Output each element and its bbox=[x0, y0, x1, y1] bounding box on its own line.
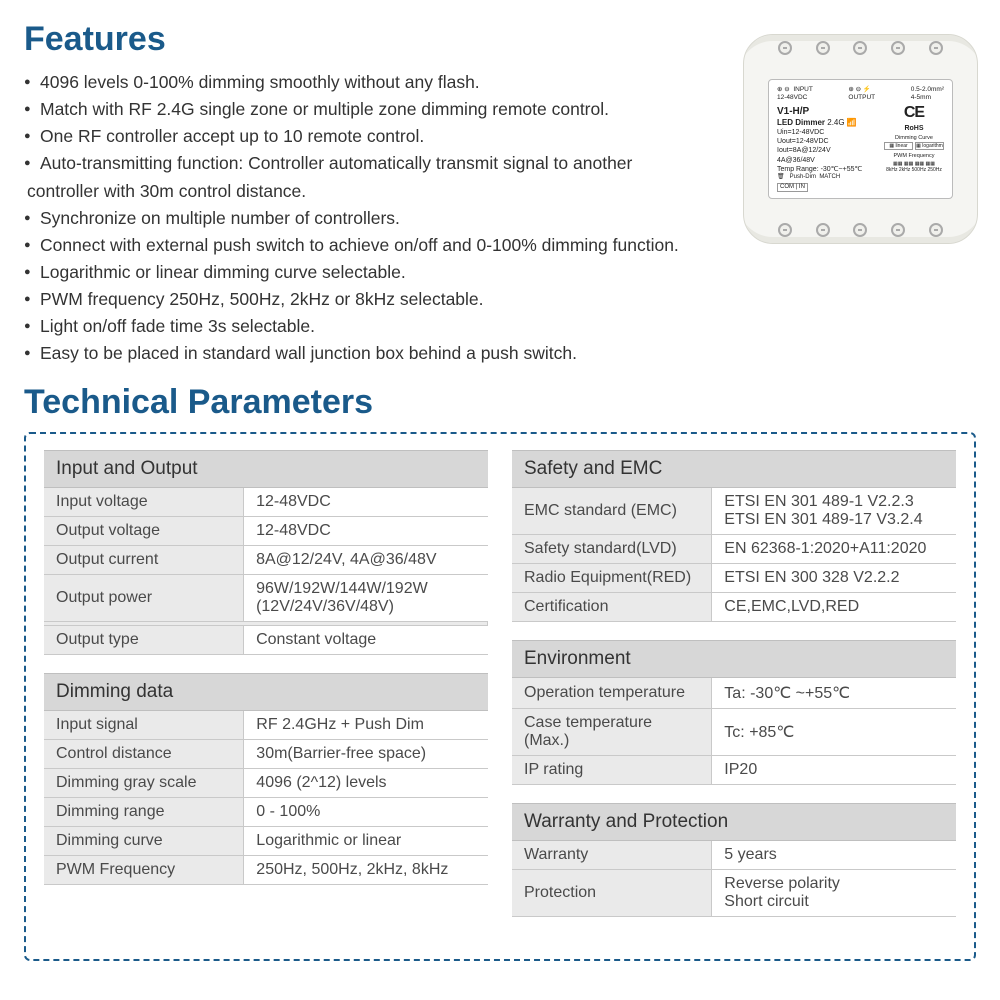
param-name: Input signal bbox=[44, 711, 244, 740]
param-name: IP rating bbox=[512, 756, 712, 785]
table-row: Input voltage12-48VDC bbox=[44, 488, 488, 517]
table-row: Dimming range0 - 100% bbox=[44, 798, 488, 827]
features-list: 4096 levels 0-100% dimming smoothly with… bbox=[24, 69, 784, 367]
table-row: Output voltage12-48VDC bbox=[44, 517, 488, 546]
param-value: IP20 bbox=[712, 756, 956, 785]
param-value: 4096 (2^12) levels bbox=[244, 769, 488, 798]
table-row: IP ratingIP20 bbox=[512, 756, 956, 785]
table-row: Output current8A@12/24V, 4A@36/48V bbox=[44, 546, 488, 575]
feature-item: Logarithmic or linear dimming curve sele… bbox=[24, 259, 784, 286]
feature-item: 4096 levels 0-100% dimming smoothly with… bbox=[24, 69, 784, 96]
param-name: Dimming range bbox=[44, 798, 244, 827]
param-name: Warranty bbox=[512, 841, 712, 870]
param-value: 12-48VDC bbox=[244, 488, 488, 517]
feature-item: controller with 30m control distance. bbox=[24, 178, 784, 205]
param-name: Case temperature (Max.) bbox=[512, 709, 712, 756]
table-row: Control distance30m(Barrier-free space) bbox=[44, 740, 488, 769]
technical-heading: Technical Parameters bbox=[24, 383, 976, 422]
param-value: Ta: -30℃ ~+55℃ bbox=[712, 678, 956, 709]
param-name: Input voltage bbox=[44, 488, 244, 517]
section-title: Dimming data bbox=[44, 674, 488, 711]
feature-item: Light on/off fade time 3s selectable. bbox=[24, 313, 784, 340]
param-value: RF 2.4GHz + Push Dim bbox=[244, 711, 488, 740]
param-value: Reverse polarityShort circuit bbox=[712, 870, 956, 917]
param-value: Logarithmic or linear bbox=[244, 827, 488, 856]
param-name: Dimming gray scale bbox=[44, 769, 244, 798]
table-row: Case temperature (Max.)Tc: +85℃ bbox=[512, 709, 956, 756]
param-name: Radio Equipment(RED) bbox=[512, 564, 712, 593]
section-title: Environment bbox=[512, 641, 956, 678]
io-table: Input and OutputInput voltage12-48VDCOut… bbox=[44, 450, 488, 655]
right-column: Safety and EMCEMC standard (EMC)ETSI EN … bbox=[512, 450, 956, 935]
table-row: Input signalRF 2.4GHz + Push Dim bbox=[44, 711, 488, 740]
feature-item: Connect with external push switch to ach… bbox=[24, 232, 784, 259]
section-title: Safety and EMC bbox=[512, 451, 956, 488]
table-row: Safety standard(LVD)EN 62368-1:2020+A11:… bbox=[512, 535, 956, 564]
feature-item: Auto-transmitting function: Controller a… bbox=[24, 150, 784, 177]
param-value: 30m(Barrier-free space) bbox=[244, 740, 488, 769]
feature-item: PWM frequency 250Hz, 500Hz, 2kHz or 8kHz… bbox=[24, 286, 784, 313]
section-title: Warranty and Protection bbox=[512, 804, 956, 841]
param-value: 250Hz, 500Hz, 2kHz, 8kHz bbox=[244, 856, 488, 885]
table-row: Dimming curveLogarithmic or linear bbox=[44, 827, 488, 856]
param-name: Output voltage bbox=[44, 517, 244, 546]
feature-item: Easy to be placed in standard wall junct… bbox=[24, 340, 784, 367]
param-value: ETSI EN 301 489-1 V2.2.3ETSI EN 301 489-… bbox=[712, 488, 956, 535]
param-name: Output current bbox=[44, 546, 244, 575]
param-name: EMC standard (EMC) bbox=[512, 488, 712, 535]
table-row: PWM Frequency250Hz, 500Hz, 2kHz, 8kHz bbox=[44, 856, 488, 885]
dimming-table: Dimming dataInput signalRF 2.4GHz + Push… bbox=[44, 673, 488, 885]
param-value: Constant voltage bbox=[244, 626, 488, 655]
param-value: 5 years bbox=[712, 841, 956, 870]
table-row: ProtectionReverse polarityShort circuit bbox=[512, 870, 956, 917]
feature-item: Synchronize on multiple number of contro… bbox=[24, 205, 784, 232]
param-value: 0 - 100% bbox=[244, 798, 488, 827]
param-value: 96W/192W/144W/192W(12V/24V/36V/48V) bbox=[244, 575, 488, 622]
section-title: Input and Output bbox=[44, 451, 488, 488]
param-value: ETSI EN 300 328 V2.2.2 bbox=[712, 564, 956, 593]
table-row: Warranty5 years bbox=[512, 841, 956, 870]
param-name: Certification bbox=[512, 593, 712, 622]
safety-table: Safety and EMCEMC standard (EMC)ETSI EN … bbox=[512, 450, 956, 622]
param-value: 8A@12/24V, 4A@36/48V bbox=[244, 546, 488, 575]
warranty-table: Warranty and ProtectionWarranty5 yearsPr… bbox=[512, 803, 956, 917]
param-name: Dimming curve bbox=[44, 827, 244, 856]
table-row: Radio Equipment(RED)ETSI EN 300 328 V2.2… bbox=[512, 564, 956, 593]
param-value: EN 62368-1:2020+A11:2020 bbox=[712, 535, 956, 564]
left-column: Input and OutputInput voltage12-48VDCOut… bbox=[44, 450, 488, 935]
table-row: Output power96W/192W/144W/192W(12V/24V/3… bbox=[44, 575, 488, 622]
param-name: Output power bbox=[44, 575, 244, 622]
param-name: Protection bbox=[512, 870, 712, 917]
parameters-panel: Input and OutputInput voltage12-48VDCOut… bbox=[24, 432, 976, 961]
param-value: CE,EMC,LVD,RED bbox=[712, 593, 956, 622]
table-row: Operation temperatureTa: -30℃ ~+55℃ bbox=[512, 678, 956, 709]
param-name: Output type bbox=[44, 626, 244, 655]
param-value: 12-48VDC bbox=[244, 517, 488, 546]
env-table: EnvironmentOperation temperatureTa: -30℃… bbox=[512, 640, 956, 785]
table-row: CertificationCE,EMC,LVD,RED bbox=[512, 593, 956, 622]
param-name: Operation temperature bbox=[512, 678, 712, 709]
param-name: Safety standard(LVD) bbox=[512, 535, 712, 564]
param-name: Control distance bbox=[44, 740, 244, 769]
feature-item: Match with RF 2.4G single zone or multip… bbox=[24, 96, 784, 123]
device-label: ⊕ ⊖ INPUT12-48VDC ⊕ ⊖ ⚡OUTPUT 0.5-2.0mm²… bbox=[768, 79, 953, 199]
table-row: Dimming gray scale4096 (2^12) levels bbox=[44, 769, 488, 798]
param-value: Tc: +85℃ bbox=[712, 709, 956, 756]
param-name: PWM Frequency bbox=[44, 856, 244, 885]
table-row: Output typeConstant voltage bbox=[44, 626, 488, 655]
device-image: ⊕ ⊖ INPUT12-48VDC ⊕ ⊖ ⚡OUTPUT 0.5-2.0mm²… bbox=[743, 34, 978, 244]
table-row: EMC standard (EMC)ETSI EN 301 489-1 V2.2… bbox=[512, 488, 956, 535]
feature-item: One RF controller accept up to 10 remote… bbox=[24, 123, 784, 150]
